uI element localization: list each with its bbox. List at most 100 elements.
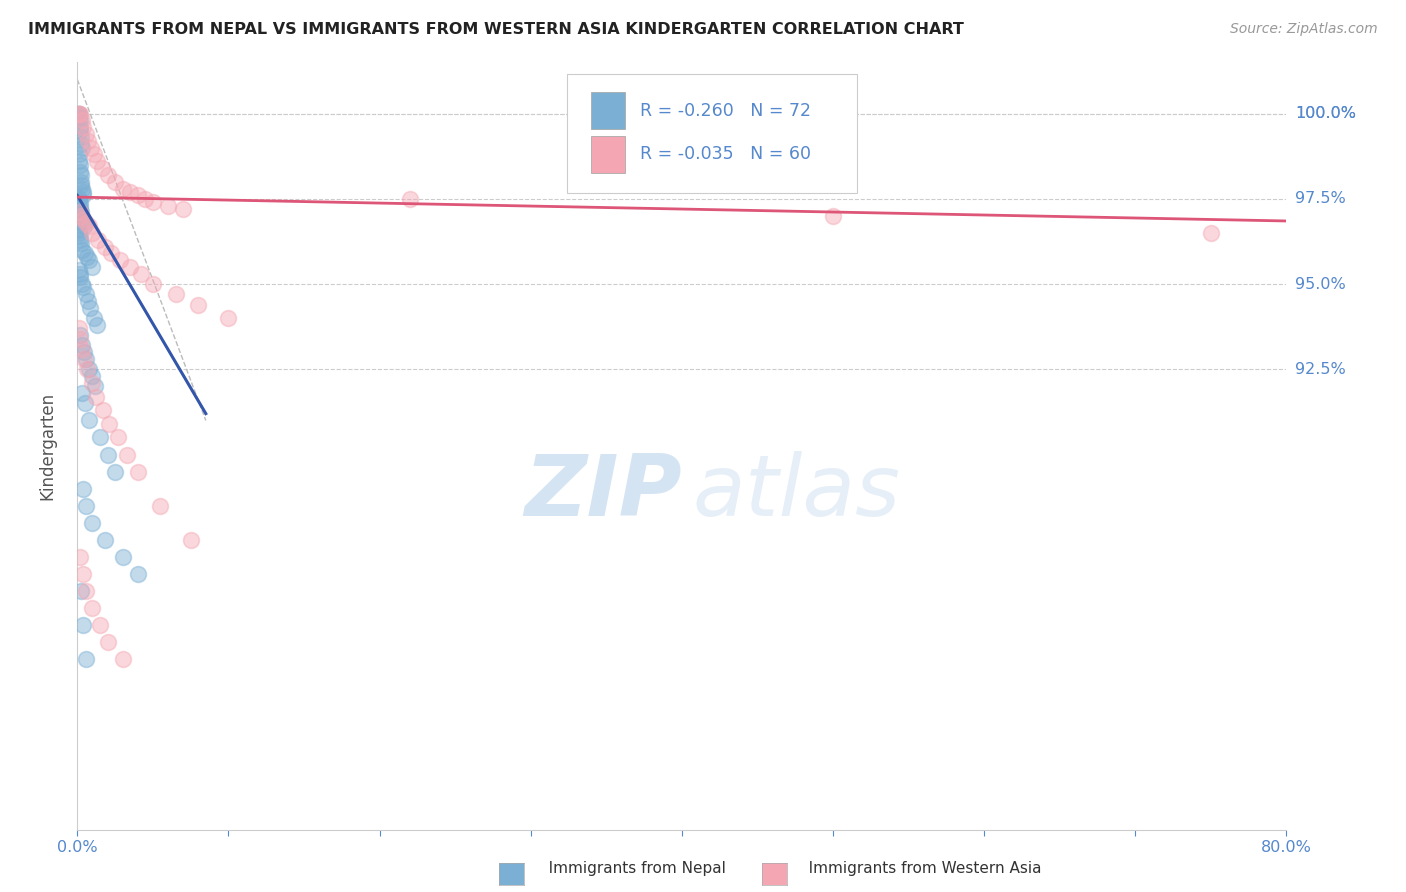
Bar	[592, 93, 626, 129]
Point	[399, 192, 422, 206]
Point	[86, 154, 108, 169]
Point	[70, 209, 93, 223]
Point	[821, 209, 844, 223]
Point	[86, 318, 108, 332]
Point	[87, 233, 110, 247]
Point	[75, 499, 97, 513]
Y-axis label: Kindergarten: Kindergarten	[38, 392, 56, 500]
Point	[93, 239, 115, 253]
Point	[172, 202, 194, 216]
Point	[67, 222, 90, 236]
Point	[77, 219, 100, 233]
Point	[127, 188, 149, 202]
Point	[69, 168, 91, 182]
Point	[84, 390, 107, 404]
Point	[72, 618, 94, 632]
Point	[69, 123, 91, 137]
Point	[90, 161, 112, 175]
Point	[96, 168, 118, 182]
Point	[79, 362, 101, 376]
Point	[100, 246, 122, 260]
Point	[70, 342, 93, 356]
Point	[77, 294, 100, 309]
Point	[142, 195, 165, 210]
Point	[149, 499, 172, 513]
Text: atlas: atlas	[693, 450, 901, 533]
Point	[76, 250, 98, 264]
Bar	[592, 136, 626, 173]
Point	[83, 147, 105, 161]
Point	[72, 120, 94, 135]
Point	[70, 386, 93, 401]
Point	[70, 141, 93, 155]
Point	[69, 164, 91, 178]
Point	[70, 243, 93, 257]
Point	[70, 181, 93, 195]
Point	[67, 192, 90, 206]
Point	[69, 130, 91, 145]
Point	[79, 253, 101, 268]
Point	[67, 106, 90, 120]
Text: Immigrants from Western Asia: Immigrants from Western Asia	[794, 861, 1042, 876]
Point	[67, 110, 90, 124]
Point	[67, 154, 90, 169]
Point	[73, 246, 96, 260]
Text: R = -0.035   N = 60: R = -0.035 N = 60	[640, 145, 811, 163]
Point	[67, 263, 90, 277]
Point	[77, 134, 100, 148]
Point	[82, 516, 104, 530]
Point	[111, 181, 134, 195]
Point	[96, 635, 118, 649]
FancyBboxPatch shape	[567, 74, 858, 193]
Point	[69, 158, 91, 172]
Point	[79, 413, 101, 427]
Point	[69, 267, 91, 281]
Point	[76, 362, 98, 376]
Point	[69, 106, 91, 120]
Point	[72, 566, 94, 581]
Point	[127, 465, 149, 479]
Point	[69, 199, 91, 213]
Point	[70, 137, 93, 152]
Point	[70, 175, 93, 189]
Point	[72, 216, 94, 230]
Point	[75, 583, 97, 598]
Point	[82, 226, 104, 240]
Point	[82, 260, 104, 274]
Point	[79, 301, 101, 315]
Point	[72, 185, 94, 199]
Point	[127, 566, 149, 581]
Point	[120, 260, 142, 274]
Text: 97.5%: 97.5%	[1295, 191, 1346, 206]
Point	[82, 601, 104, 615]
Point	[75, 127, 97, 141]
Point	[73, 219, 96, 233]
Point	[98, 417, 121, 431]
Point	[104, 175, 127, 189]
Point	[70, 178, 93, 193]
Point	[108, 253, 131, 268]
Point	[111, 652, 134, 666]
Point	[69, 202, 91, 216]
Point	[67, 321, 90, 335]
Point	[120, 185, 142, 199]
Point	[69, 270, 91, 285]
Point	[72, 212, 94, 227]
Point	[157, 199, 180, 213]
Point	[67, 106, 90, 120]
Point	[180, 533, 202, 547]
Point	[69, 229, 91, 244]
Text: 100.0%: 100.0%	[1295, 106, 1355, 121]
Point	[89, 618, 111, 632]
Point	[70, 583, 93, 598]
Point	[96, 448, 118, 462]
Text: IMMIGRANTS FROM NEPAL VS IMMIGRANTS FROM WESTERN ASIA KINDERGARTEN CORRELATION C: IMMIGRANTS FROM NEPAL VS IMMIGRANTS FROM…	[28, 22, 965, 37]
Point	[111, 549, 134, 564]
Text: Source: ZipAtlas.com: Source: ZipAtlas.com	[1230, 22, 1378, 37]
Point	[73, 396, 96, 410]
Point	[72, 188, 94, 202]
Point	[70, 212, 93, 227]
Point	[104, 465, 127, 479]
Point	[89, 430, 111, 444]
Point	[70, 277, 93, 291]
